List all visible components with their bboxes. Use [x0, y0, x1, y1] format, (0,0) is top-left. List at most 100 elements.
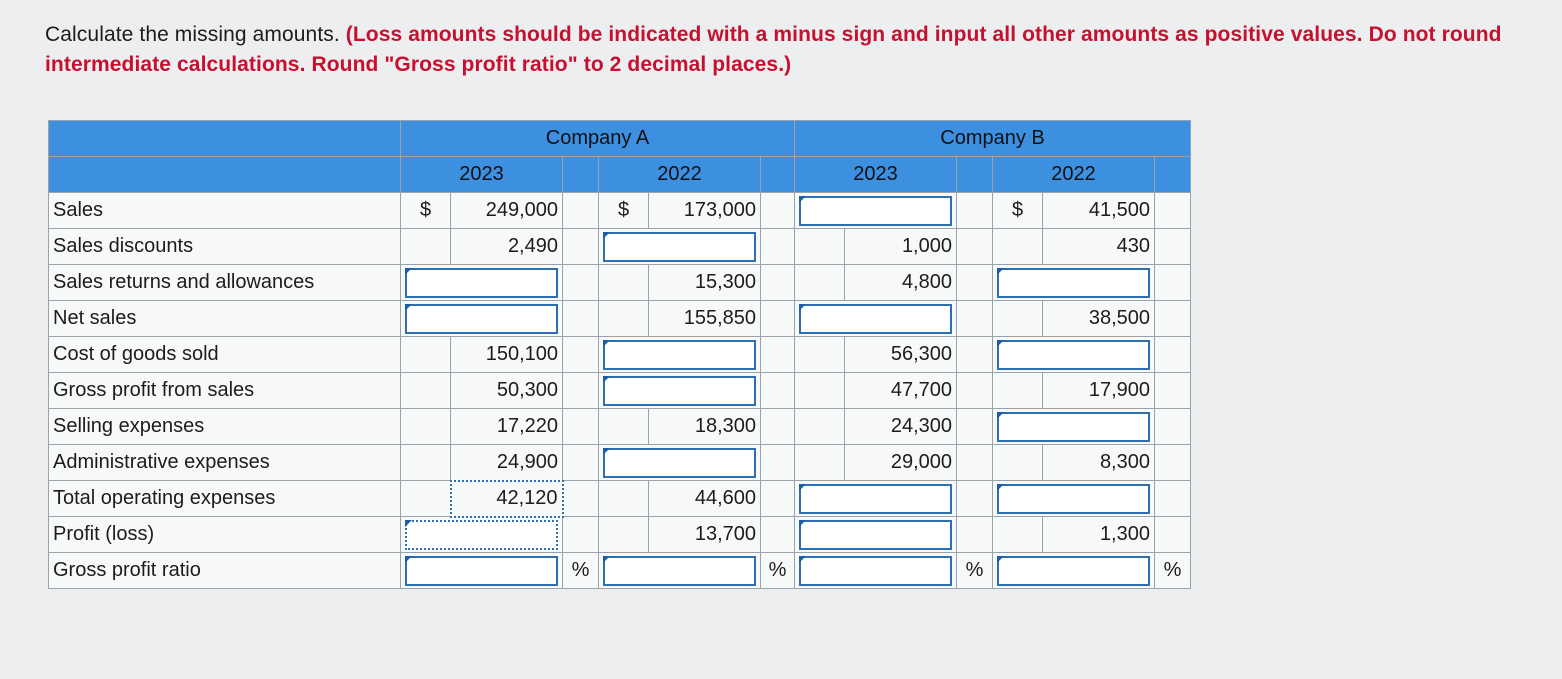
table-row: Cost of goods sold 150,100 56,300: [48, 336, 1191, 373]
row-label: Sales: [48, 192, 401, 229]
spacer-cell: [562, 480, 599, 517]
amount-input[interactable]: [603, 447, 756, 478]
row-label: Total operating expenses: [48, 480, 401, 517]
amount-input[interactable]: [997, 267, 1150, 298]
row-label: Cost of goods sold: [48, 336, 401, 373]
row-label: Gross profit from sales: [48, 372, 401, 409]
currency-cell: [794, 408, 845, 445]
spacer-cell: [956, 192, 993, 229]
amount-input[interactable]: [603, 339, 756, 370]
spacer-cell: [760, 480, 795, 517]
input-cell-b2023[interactable]: [794, 300, 957, 337]
input-cell-a2022[interactable]: [598, 444, 761, 481]
amount-input[interactable]: [799, 483, 952, 514]
percent-sign: %: [760, 552, 795, 589]
value-cell-b2023: 1,000: [844, 228, 957, 265]
value-cell-b2023: 4,800: [844, 264, 957, 301]
header-blank: [48, 156, 401, 193]
currency-cell: $: [598, 192, 649, 229]
input-cell-b2022[interactable]: [992, 552, 1155, 589]
amount-input[interactable]: [603, 375, 756, 406]
value-cell-b2022: 1,300: [1042, 516, 1155, 553]
table-row: Sales returns and allowances 15,300 4,800: [48, 264, 1191, 301]
amount-input[interactable]: [603, 231, 756, 262]
table-row: Gross profit from sales 50,300 47,700 17,90…: [48, 372, 1191, 409]
value-cell-b2022: 41,500: [1042, 192, 1155, 229]
value-cell-a2022: 155,850: [648, 300, 761, 337]
amount-input[interactable]: [405, 267, 558, 298]
input-cell-b2023[interactable]: [794, 480, 957, 517]
input-cell-b2022[interactable]: [992, 264, 1155, 301]
value-cell-a2022: 18,300: [648, 408, 761, 445]
amount-input[interactable]: [405, 519, 558, 550]
currency-cell: [598, 264, 649, 301]
table-row: Sales discounts 2,490 1,000 430: [48, 228, 1191, 265]
amount-input[interactable]: [997, 483, 1150, 514]
currency-cell: [400, 372, 451, 409]
spacer-cell: [1154, 480, 1191, 517]
currency-cell: $: [992, 192, 1043, 229]
spacer-cell: [956, 516, 993, 553]
input-cell-a2022[interactable]: [598, 552, 761, 589]
percent-sign: %: [956, 552, 993, 589]
amount-input[interactable]: [997, 411, 1150, 442]
amount-input[interactable]: [799, 195, 952, 226]
value-cell-a2022: 173,000: [648, 192, 761, 229]
input-cell-a2023[interactable]: [400, 264, 563, 301]
spacer-cell: [956, 444, 993, 481]
spacer-cell: [1154, 336, 1191, 373]
input-cell-b2023[interactable]: [794, 192, 957, 229]
spacer-cell: [1154, 516, 1191, 553]
spacer-cell: [956, 336, 993, 373]
input-cell-a2023[interactable]: [400, 516, 563, 553]
spacer-cell: [760, 408, 795, 445]
currency-cell: [598, 516, 649, 553]
spacer-cell: [1154, 300, 1191, 337]
value-cell-a2023: 50,300: [450, 372, 563, 409]
input-cell-a2023[interactable]: [400, 300, 563, 337]
amount-input[interactable]: [799, 519, 952, 550]
company-b-header: Company B: [794, 120, 1191, 157]
amount-input[interactable]: [799, 555, 952, 586]
amount-input[interactable]: [405, 555, 558, 586]
spacer-cell: [760, 336, 795, 373]
spacer-cell: [562, 300, 599, 337]
input-cell-b2022[interactable]: [992, 408, 1155, 445]
spacer-cell: [1154, 264, 1191, 301]
spacer-cell: [956, 300, 993, 337]
spacer-cell: [956, 408, 993, 445]
spacer-cell: [956, 372, 993, 409]
value-cell-b2023: 24,300: [844, 408, 957, 445]
instructions-note: (Loss amounts should be indicated with a…: [45, 23, 1502, 76]
spacer-cell: [760, 228, 795, 265]
input-cell-a2022[interactable]: [598, 336, 761, 373]
amount-input[interactable]: [405, 303, 558, 334]
input-cell-b2022[interactable]: [992, 480, 1155, 517]
amount-input[interactable]: [997, 555, 1150, 586]
row-label: Administrative expenses: [48, 444, 401, 481]
currency-cell: [992, 300, 1043, 337]
amount-input[interactable]: [603, 555, 756, 586]
spacer-cell: [562, 192, 599, 229]
amount-input[interactable]: [799, 303, 952, 334]
input-cell-a2022[interactable]: [598, 372, 761, 409]
value-cell-a2023: 249,000: [450, 192, 563, 229]
spacer-cell: [956, 228, 993, 265]
amount-input[interactable]: [997, 339, 1150, 370]
row-label: Sales returns and allowances: [48, 264, 401, 301]
table-row: Selling expenses 17,220 18,300 24,300: [48, 408, 1191, 445]
percent-sign: %: [562, 552, 599, 589]
input-cell-b2022[interactable]: [992, 336, 1155, 373]
input-cell-b2023[interactable]: [794, 552, 957, 589]
spacer-cell: [1154, 408, 1191, 445]
value-cell-b2022: 17,900: [1042, 372, 1155, 409]
spacer-cell: [1154, 372, 1191, 409]
input-cell-a2023[interactable]: [400, 552, 563, 589]
input-cell-b2023[interactable]: [794, 516, 957, 553]
currency-cell: [400, 444, 451, 481]
input-cell-a2022[interactable]: [598, 228, 761, 265]
header-blank: [956, 156, 993, 193]
value-cell-b2022: 8,300: [1042, 444, 1155, 481]
value-cell-b2023: 56,300: [844, 336, 957, 373]
spacer-cell: [760, 300, 795, 337]
